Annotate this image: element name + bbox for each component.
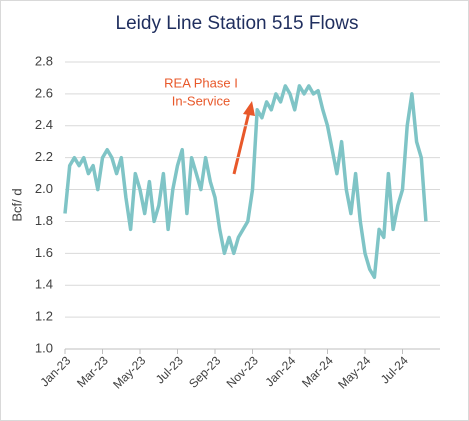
annotation-arrowhead bbox=[243, 101, 255, 116]
y-tick-label: 1.8 bbox=[35, 213, 53, 228]
chart-title: Leidy Line Station 515 Flows bbox=[116, 13, 359, 34]
y-tick-label: 1.4 bbox=[35, 277, 53, 292]
y-tick-label: 2.0 bbox=[35, 181, 53, 196]
y-tick-label: 1.0 bbox=[35, 340, 53, 355]
y-tick-label: 1.6 bbox=[35, 245, 53, 260]
y-tick-label: 2.6 bbox=[35, 85, 53, 100]
annotation: In-Service bbox=[172, 93, 231, 108]
y-tick-label: 2.4 bbox=[35, 117, 53, 132]
y-axis-label: Bcf/ d bbox=[9, 188, 24, 221]
y-tick-label: 1.2 bbox=[35, 309, 53, 324]
annotation: REA Phase I bbox=[164, 75, 238, 90]
y-tick-label: 2.8 bbox=[35, 53, 53, 68]
line-series bbox=[63, 84, 428, 280]
y-tick-label: 2.2 bbox=[35, 149, 53, 164]
annotation-arrow bbox=[232, 111, 251, 175]
